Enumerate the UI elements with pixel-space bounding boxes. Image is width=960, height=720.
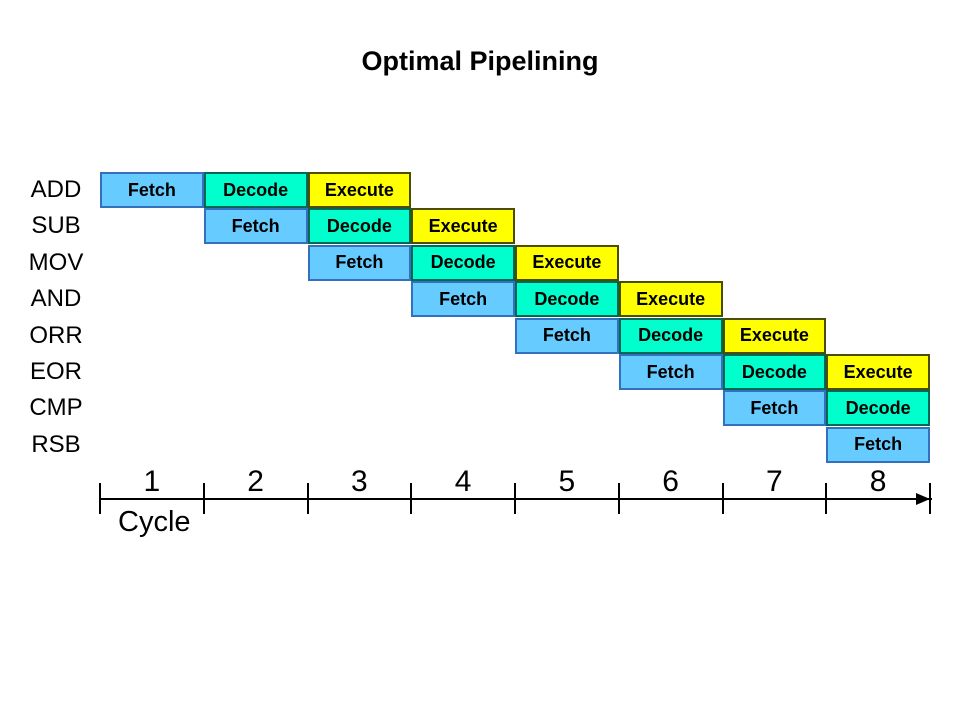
stage-box-execute: Execute [826,354,930,390]
stage-box-decode: Decode [826,390,930,427]
stage-box-fetch: Fetch [618,354,723,390]
stage-box-decode: Decode [618,317,723,354]
cycle-number: 7 [766,465,783,498]
cycle-number: 5 [558,465,576,498]
stage-box-decode: Decode [203,172,308,208]
cycle-number: 1 [143,465,161,498]
stage-box-execute: Execute [307,172,412,208]
stage-box-execute: Execute [618,281,723,318]
instruction-label-and: AND [30,285,82,313]
stage-box-fetch: Fetch [722,390,827,427]
instruction-label-eor: EOR [29,358,82,385]
stage-box-fetch: Fetch [307,244,412,281]
axis-tick [202,483,205,514]
cycle-number: 6 [662,465,679,498]
stage-box-fetch: Fetch [826,426,930,463]
instruction-label-sub: SUB [31,212,81,240]
axis-tick [99,483,101,514]
stage-box-fetch: Fetch [100,172,204,208]
axis-tick [410,483,413,514]
stage-box-execute: Execute [411,208,515,245]
instruction-label-cmp: CMP [29,394,83,422]
cycle-axis-label: Cycle [118,506,191,538]
axis-tick [825,483,828,514]
stage-box-decode: Decode [722,354,827,390]
stage-box-fetch: Fetch [203,208,308,245]
axis-tick [617,483,620,514]
instruction-label-rsb: RSB [31,430,81,458]
stage-box-decode: Decode [307,208,412,245]
stage-box-decode: Decode [411,244,515,281]
stage-box-fetch: Fetch [411,281,515,318]
page-title: Optimal Pipelining [361,46,599,76]
axis-tick [929,483,931,514]
stage-box-execute: Execute [515,244,619,281]
stage-box-execute: Execute [722,317,827,354]
cycle-number: 8 [869,465,887,498]
cycle-number: 3 [351,465,368,498]
axis-tick [514,483,516,514]
stage-box-decode: Decode [515,281,619,318]
stage-box-fetch: Fetch [515,317,619,354]
axis-tick [721,483,724,514]
instruction-label-orr: ORR [29,321,83,349]
cycle-number: 2 [247,465,264,498]
axis-line [100,498,932,500]
instruction-label-mov: MOV [28,248,84,276]
axis-arrow-icon [916,493,930,505]
instruction-label-add: ADD [30,176,82,203]
cycle-number: 4 [454,465,472,498]
axis-tick [306,483,309,514]
